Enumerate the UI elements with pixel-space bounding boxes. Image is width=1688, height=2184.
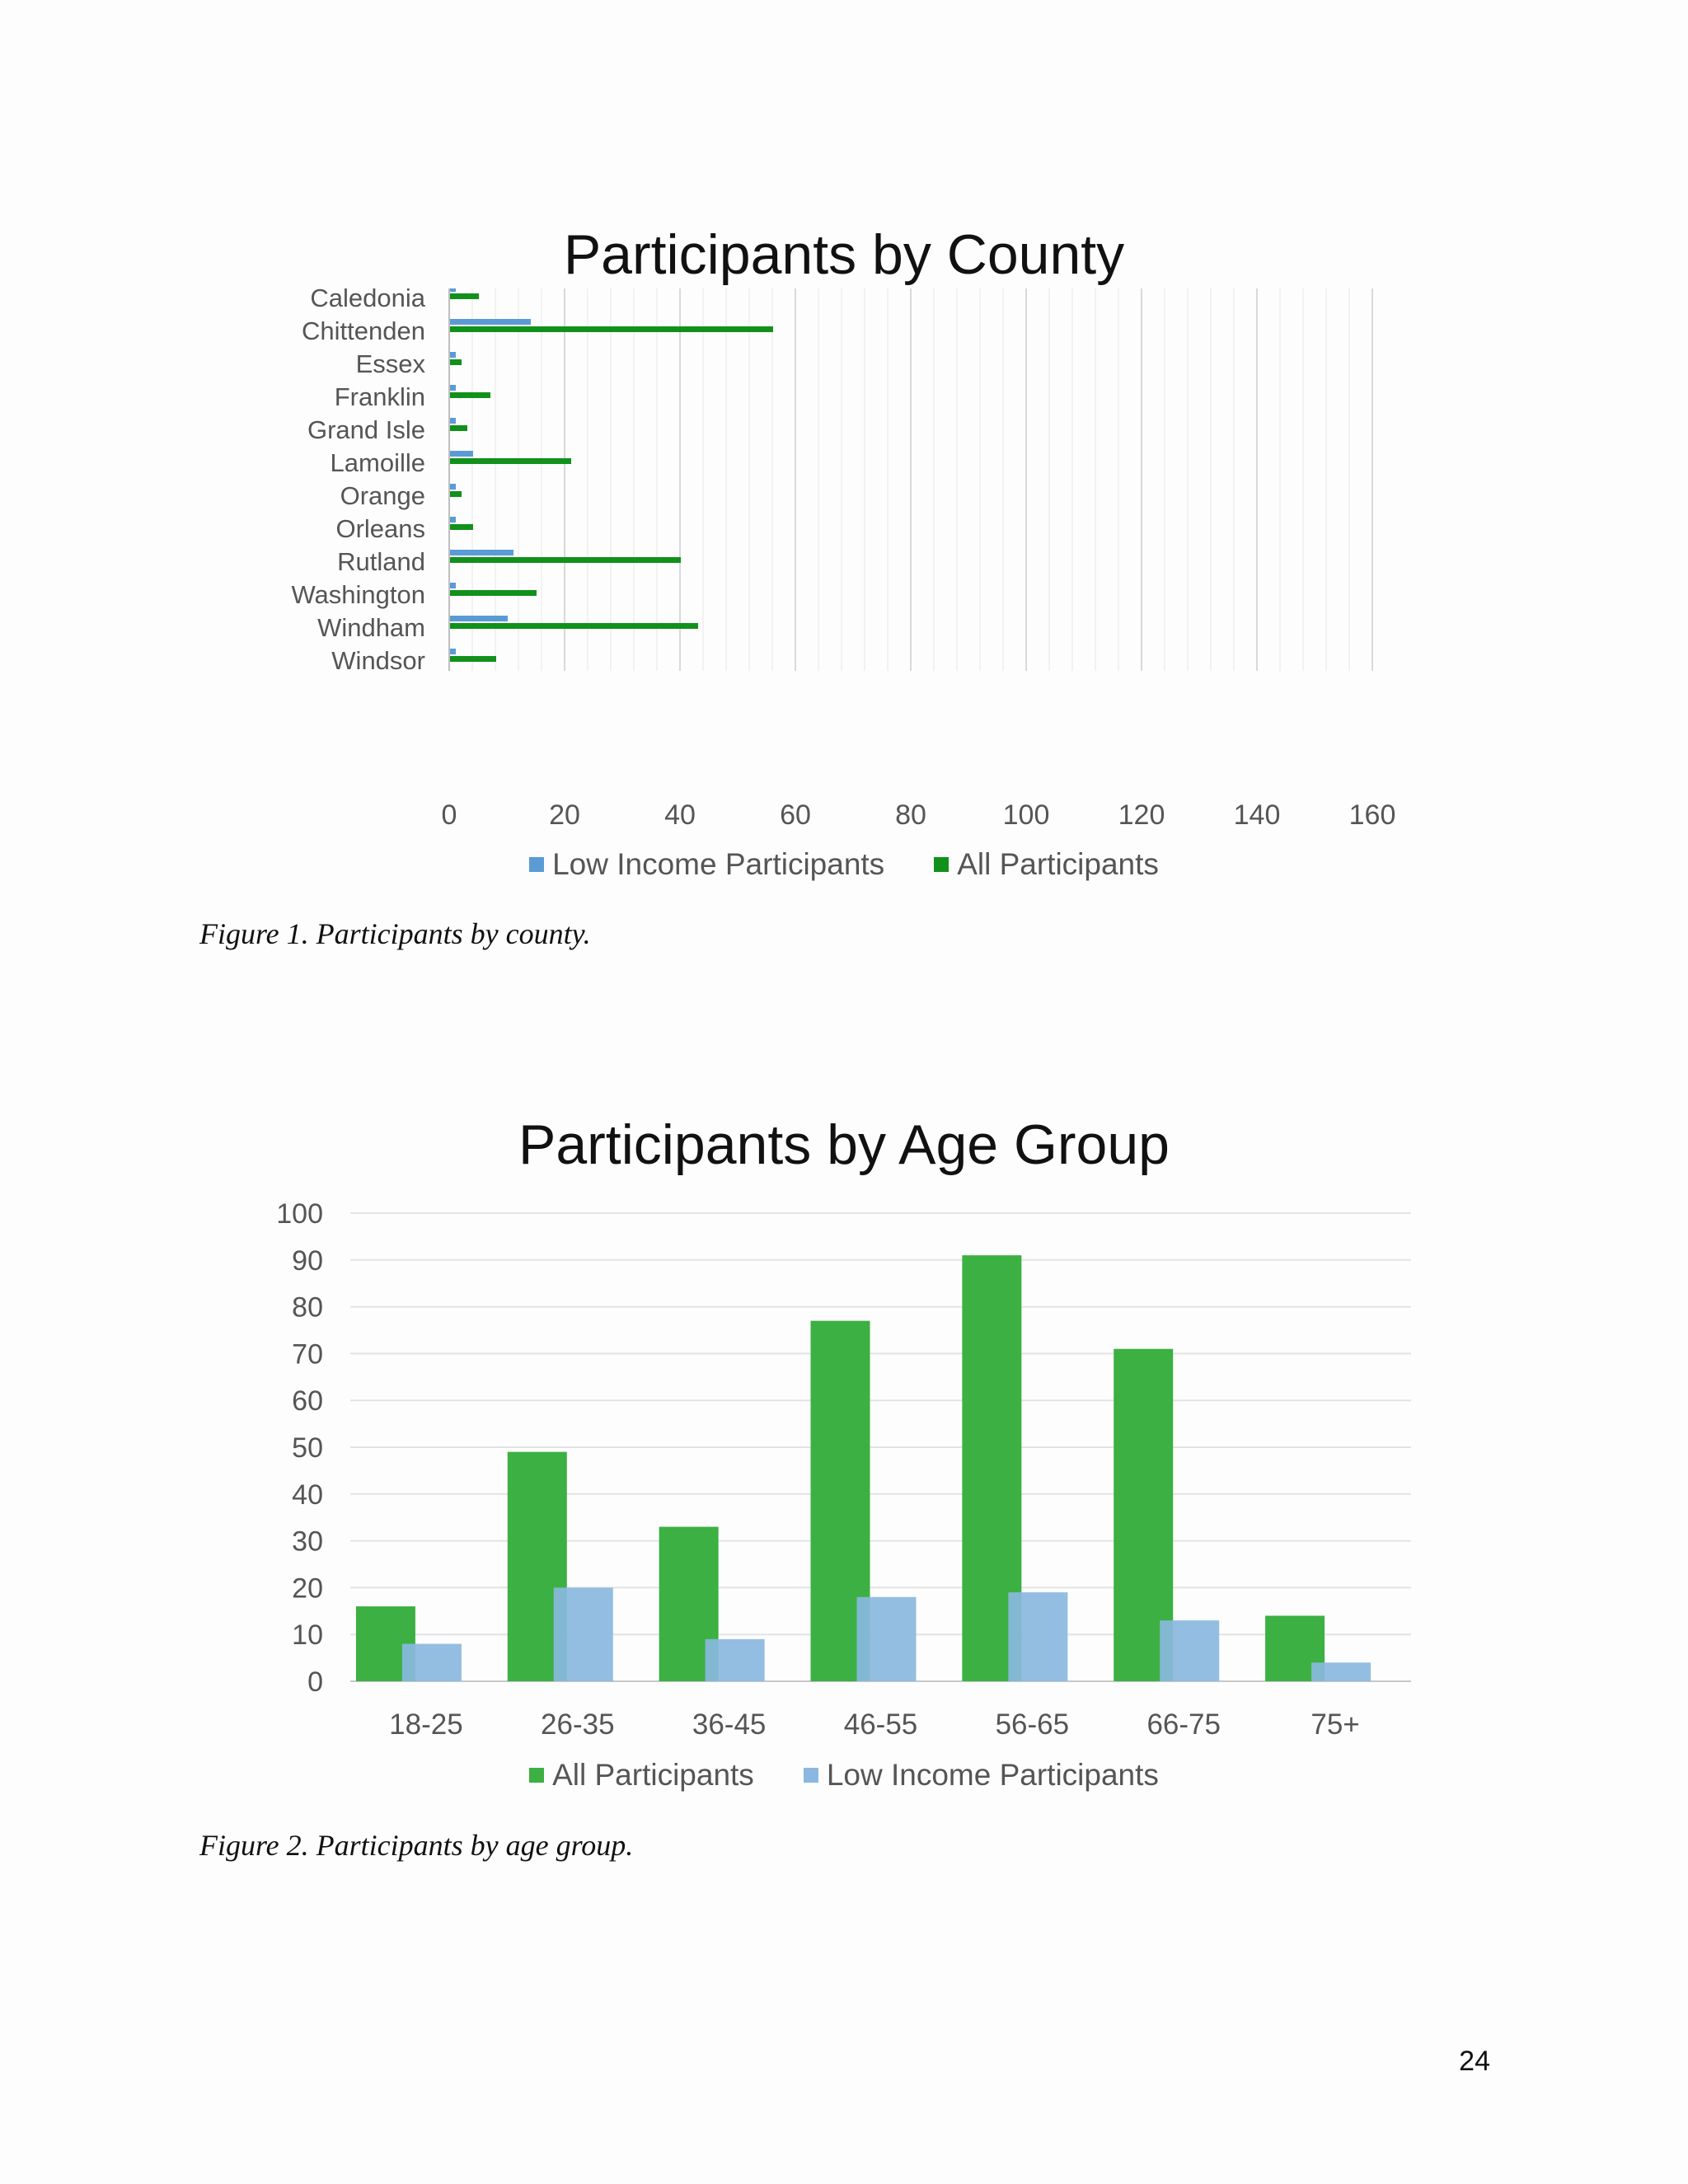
x-tick-18-25: 18-25 [389, 1708, 463, 1741]
county-label-windham: Windham [317, 613, 425, 642]
legend-label-all-age: All Participants [552, 1758, 754, 1792]
county-label-orange: Orange [340, 481, 425, 510]
bar-low-income-rutland [450, 550, 513, 555]
bar-low-income-windsor [450, 649, 456, 654]
y-tick-10: 10 [292, 1619, 323, 1651]
age-chart-legend: All Participants Low Income Participants [0, 1758, 1688, 1793]
county-chart-plot: AddisonBenningtonCaledoniaChittendenEsse… [291, 288, 1396, 831]
x-tick-40: 40 [664, 799, 696, 831]
x-tick-100: 100 [1003, 799, 1050, 831]
x-tick-75: 75+ [1311, 1708, 1359, 1741]
bar-low-income-essex [450, 352, 456, 358]
bar-low-income-washington [450, 583, 456, 588]
y-tick-50: 50 [292, 1432, 323, 1464]
bar-all-rutland [450, 557, 681, 563]
x-tick-46-55: 46-55 [844, 1708, 918, 1741]
legend-item-all: All Participants [934, 847, 1159, 882]
bar-low-income-56-65 [1008, 1592, 1068, 1681]
bar-all-grand-isle [450, 425, 467, 431]
y-tick-30: 30 [292, 1526, 323, 1558]
x-tick-26-35: 26-35 [541, 1708, 615, 1741]
county-label-essex: Essex [356, 349, 426, 378]
county-label-caledonia: Caledonia [310, 288, 425, 312]
bar-all-windsor [450, 656, 496, 662]
bar-all-orange [450, 491, 462, 497]
bar-low-income-46-55 [856, 1596, 917, 1681]
bar-all-orleans [450, 524, 473, 530]
bar-low-income-75 [1311, 1662, 1372, 1681]
legend-swatch-all-age [529, 1768, 545, 1783]
bar-low-income-66-75 [1160, 1620, 1220, 1681]
y-tick-40: 40 [292, 1479, 323, 1511]
bar-low-income-franklin [450, 385, 456, 391]
age-chart-plot: 0 10 20 30 40 50 60 70 80 90 100 18-25 26-35 36-45 46-… [276, 1198, 1411, 1741]
page-number: 24 [1459, 2046, 1490, 2077]
y-tick-80: 80 [292, 1292, 323, 1324]
bar-low-income-chittenden [450, 319, 531, 325]
county-label-windsor: Windsor [331, 646, 425, 675]
legend-item-low-income: Low Income Participants [529, 847, 884, 882]
bar-low-income-lamoille [450, 451, 473, 457]
legend-swatch-low-income-age [803, 1768, 818, 1783]
bar-low-income-26-35 [553, 1587, 613, 1681]
legend-item-low-income-age: Low Income Participants [803, 1758, 1159, 1793]
age-chart: Participants by Age Group 0 10 20 30 40 50 60 7… [0, 1104, 1688, 1887]
x-tick-80: 80 [895, 799, 926, 831]
county-label-washington: Washington [291, 580, 425, 609]
bar-low-income-18-25 [401, 1643, 462, 1681]
bar-all-lamoille [450, 458, 571, 464]
x-tick-0: 0 [442, 799, 457, 831]
county-chart: Participants by County AddisonBennington… [0, 206, 1688, 948]
x-tick-140: 140 [1234, 799, 1281, 831]
county-label-rutland: Rutland [337, 547, 425, 576]
x-tick-120: 120 [1118, 799, 1165, 831]
x-tick-60: 60 [780, 799, 811, 831]
figure-1-caption: Figure 1. Participants by county. [199, 917, 591, 950]
legend-label-low-income: Low Income Participants [552, 847, 885, 881]
y-tick-20: 20 [292, 1572, 323, 1604]
y-tick-100: 100 [276, 1198, 323, 1230]
legend-label-all: All Participants [957, 847, 1159, 881]
bar-all-caledonia [450, 293, 479, 299]
legend-item-all-age: All Participants [529, 1758, 754, 1793]
county-label-orleans: Orleans [335, 514, 425, 543]
bar-all-franklin [450, 392, 490, 398]
county-label-grand-isle: Grand Isle [307, 415, 425, 444]
bar-low-income-grand-isle [450, 418, 456, 424]
county-label-franklin: Franklin [335, 382, 425, 411]
x-tick-160: 160 [1349, 799, 1396, 831]
y-tick-60: 60 [292, 1385, 323, 1417]
bar-low-income-windham [450, 616, 508, 621]
bar-low-income-orleans [450, 517, 456, 523]
bar-low-income-orange [450, 484, 456, 490]
figure-2-caption: Figure 2. Participants by age group. [199, 1829, 634, 1862]
y-tick-0: 0 [307, 1666, 323, 1698]
bar-all-essex [450, 359, 462, 365]
county-label-lamoille: Lamoille [331, 448, 425, 477]
legend-swatch-all [934, 857, 950, 872]
x-tick-20: 20 [549, 799, 580, 831]
county-label-chittenden: Chittenden [302, 316, 425, 345]
bar-all-chittenden [450, 326, 773, 332]
legend-label-low-income-age: Low Income Participants [826, 1758, 1159, 1792]
x-tick-36-45: 36-45 [692, 1708, 767, 1741]
bar-low-income-caledonia [450, 288, 456, 292]
x-tick-66-75: 66-75 [1146, 1708, 1221, 1741]
y-tick-70: 70 [292, 1338, 323, 1370]
age-chart-title: Participants by Age Group [518, 1113, 1170, 1176]
y-tick-90: 90 [292, 1245, 323, 1277]
x-tick-56-65: 56-65 [996, 1708, 1070, 1741]
bar-all-washington [450, 590, 537, 596]
bar-low-income-36-45 [705, 1638, 765, 1681]
county-chart-title: Participants by County [563, 223, 1125, 286]
bar-all-windham [450, 623, 698, 629]
legend-swatch-low-income [529, 857, 545, 872]
county-chart-legend: Low Income Participants All Participants [0, 847, 1688, 882]
